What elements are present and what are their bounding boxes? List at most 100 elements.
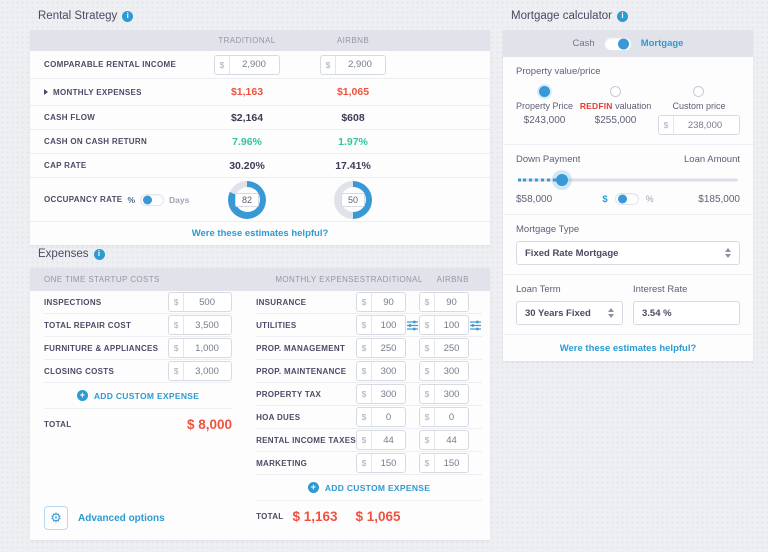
down-payment-slider[interactable] (518, 173, 738, 187)
row-label: PROP. MANAGEMENT (256, 343, 346, 353)
mortgage-type-select[interactable]: Fixed Rate Mortgage (516, 241, 740, 265)
occupancy-rate-row: OCCUPANCY RATE % Days (30, 178, 490, 222)
occupancy-traditional-input[interactable] (235, 192, 259, 207)
radio-selected-icon[interactable] (539, 86, 551, 97)
row-label: HOA DUES (256, 412, 301, 422)
slider-knob[interactable] (556, 174, 568, 186)
mortgage-option-label[interactable]: Mortgage (640, 38, 684, 49)
percent-unit-label[interactable]: % (127, 194, 135, 205)
estimates-helpful-link[interactable]: Were these estimates helpful? (559, 342, 697, 354)
prop-maintenance-airbnb-input[interactable] (435, 362, 468, 380)
slider-track[interactable] (518, 178, 738, 182)
property-tax-traditional-input[interactable] (372, 385, 405, 403)
rental-table-header: TRADITIONAL AIRBNB (30, 30, 490, 51)
custom-price-option-label: Custom price (672, 101, 726, 111)
startup-costs-header: ONE TIME STARTUP COSTS (44, 275, 160, 284)
interest-rate-input[interactable] (633, 301, 740, 325)
expenses-title-text: Expenses (38, 248, 89, 260)
days-unit-label[interactable]: Days (169, 194, 190, 205)
insurance-airbnb-input[interactable] (435, 293, 468, 311)
occupancy-airbnb-input[interactable] (341, 192, 365, 207)
advanced-options-button[interactable]: ⚙ Advanced options (44, 506, 165, 530)
property-tax-airbnb-input[interactable] (435, 385, 468, 403)
custom-price-input[interactable] (673, 116, 736, 134)
column-header-traditional: TRADITIONAL (365, 275, 423, 284)
loan-amount-label: Loan Amount (684, 154, 740, 165)
cash-flow-airbnb-value: $608 (341, 111, 365, 124)
property-price-option[interactable]: Property Price $243,000 (516, 86, 573, 135)
repair-cost-input-group: $ (168, 315, 233, 335)
radio-icon[interactable] (693, 86, 705, 97)
percent-unit-label[interactable]: % (645, 194, 654, 204)
furniture-input[interactable] (184, 339, 231, 357)
prop-management-traditional-input[interactable] (372, 339, 405, 357)
hoa-dues-traditional-input[interactable] (372, 408, 405, 426)
currency-prefix: $ (420, 454, 435, 472)
down-payment-label: Down Payment (516, 154, 581, 165)
info-icon[interactable]: i (122, 10, 134, 22)
repair-cost-input[interactable] (184, 316, 231, 334)
currency-prefix: $ (321, 55, 336, 74)
percent-days-toggle[interactable] (140, 193, 164, 206)
radio-icon[interactable] (610, 86, 621, 97)
estimates-helpful-link[interactable]: Were these estimates helpful? (191, 228, 329, 239)
inspections-input[interactable] (184, 293, 231, 311)
rental-income-traditional-input[interactable] (230, 55, 278, 74)
interest-rate-label: Interest Rate (633, 284, 688, 295)
cash-mortgage-toggle-bar: Cash Mortgage (503, 30, 753, 57)
table-row[interactable]: MONTHLY EXPENSES $1,163 $1,065 (30, 79, 490, 106)
currency-prefix: $ (357, 316, 372, 334)
currency-prefix: $ (357, 293, 372, 311)
mortgage-calculator-title: Mortgage calculator i (511, 10, 628, 22)
rental-income-taxes-airbnb-input[interactable] (435, 431, 468, 449)
rental-footer: Were these estimates helpful? (30, 222, 490, 245)
currency-prefix: $ (169, 362, 185, 380)
custom-price-option[interactable]: Custom price $ (657, 86, 740, 135)
dollar-unit-label[interactable]: $ (602, 193, 608, 205)
info-icon[interactable]: i (93, 248, 105, 260)
prop-maintenance-traditional-input[interactable] (372, 362, 405, 380)
add-custom-expense-button[interactable]: + ADD CUSTOM EXPENSE (44, 383, 232, 408)
sliders-icon[interactable] (406, 320, 419, 331)
rental-income-traditional-input-group: $ (214, 54, 280, 75)
property-price-value: $243,000 (523, 115, 566, 126)
row-label: PROPERTY TAX (256, 389, 322, 399)
closing-costs-input[interactable] (184, 362, 231, 380)
loan-term-label: Loan Term (516, 284, 561, 295)
utilities-airbnb-input[interactable] (435, 316, 468, 334)
hoa-dues-airbnb-input[interactable] (435, 408, 468, 426)
marketing-airbnb-input[interactable] (435, 454, 468, 472)
cap-rate-traditional-value: 30.20% (229, 159, 265, 172)
advanced-options-label: Advanced options (78, 512, 165, 524)
redfin-valuation-option[interactable]: REDFIN valuation $255,000 (580, 86, 651, 135)
mortgage-calculator-title-text: Mortgage calculator (511, 10, 612, 22)
dollar-percent-toggle[interactable] (614, 193, 639, 205)
currency-prefix: $ (357, 339, 372, 357)
loan-term-section: Loan Term 30 Years Fixed Interest Rate (503, 275, 753, 335)
utilities-traditional-input[interactable] (372, 316, 405, 334)
add-custom-expense-button[interactable]: + ADD CUSTOM EXPENSE (256, 475, 482, 500)
prop-management-airbnb-input[interactable] (435, 339, 468, 357)
info-icon[interactable]: i (617, 10, 628, 22)
property-value-section: Property value/price Property Price $243… (503, 57, 753, 145)
sliders-icon[interactable] (469, 320, 482, 331)
currency-prefix: $ (659, 116, 674, 134)
total-label: TOTAL (44, 420, 72, 429)
row-label: CASH ON CASH RETURN (44, 137, 148, 146)
marketing-traditional-input[interactable] (372, 454, 405, 472)
monthly-total-traditional: $ 1,163 (292, 509, 338, 524)
loan-term-value: 30 Years Fixed (525, 307, 591, 319)
occupancy-donut-airbnb (334, 180, 372, 219)
cash-option-label[interactable]: Cash (572, 38, 595, 49)
currency-prefix: $ (420, 408, 435, 426)
insurance-traditional-input[interactable] (372, 293, 405, 311)
redfin-logo: REDFIN (579, 101, 613, 111)
currency-prefix: $ (169, 339, 185, 357)
furniture-input-group: $ (168, 338, 233, 358)
cash-mortgage-toggle[interactable] (603, 36, 632, 51)
rental-income-taxes-traditional-input[interactable] (372, 431, 405, 449)
loan-term-select[interactable]: 30 Years Fixed (516, 301, 623, 325)
row-label: CASH FLOW (44, 113, 96, 122)
rental-income-airbnb-input[interactable] (336, 55, 384, 74)
property-price-option-label: Property Price (516, 101, 574, 111)
